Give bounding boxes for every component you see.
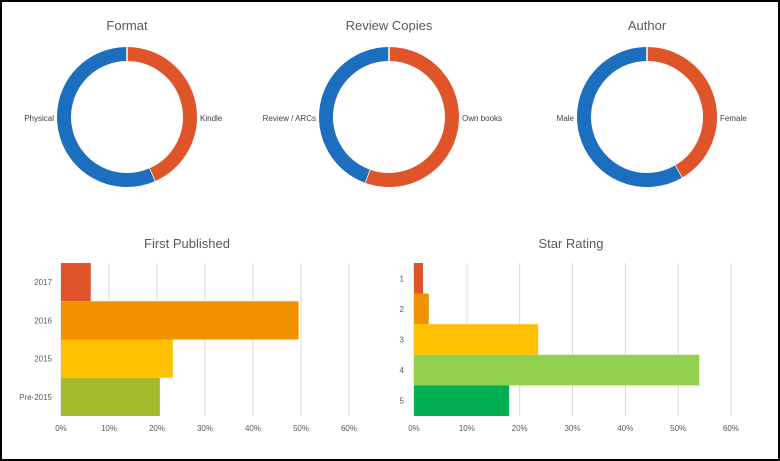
y-tick-label: 4: [400, 366, 405, 375]
slice-label: Female: [720, 114, 747, 123]
slice-label: Kindle: [200, 114, 223, 123]
chart-title: Author: [628, 18, 667, 33]
slice-label: Review / ARCs: [263, 114, 316, 123]
slice-label: Own books: [462, 114, 502, 123]
donut-slice: [57, 47, 155, 187]
bar: [414, 293, 429, 325]
slice-label: Male: [557, 114, 575, 123]
bar: [414, 385, 510, 416]
y-tick-label: 2017: [34, 278, 52, 287]
x-tick-label: 50%: [670, 424, 686, 433]
chart-title: Review Copies: [346, 18, 433, 33]
donut-slice: [577, 47, 682, 187]
x-tick-label: 60%: [723, 424, 739, 433]
x-tick-label: 60%: [341, 424, 357, 433]
x-tick-label: 0%: [55, 424, 67, 433]
donut-slice: [319, 47, 390, 183]
donut-slice: [126, 47, 197, 182]
y-tick-label: 5: [400, 397, 405, 406]
x-tick-label: 10%: [459, 424, 475, 433]
x-tick-label: 20%: [149, 424, 165, 433]
bar: [61, 301, 299, 340]
chart-title: Format: [106, 18, 148, 33]
y-tick-label: 2016: [34, 316, 52, 325]
x-tick-label: 0%: [408, 424, 420, 433]
x-tick-label: 40%: [245, 424, 261, 433]
y-tick-label: 3: [400, 336, 405, 345]
y-tick-label: 2: [400, 305, 405, 314]
bar: [61, 377, 160, 416]
bar: [61, 263, 91, 302]
donut-slice: [364, 47, 459, 187]
x-tick-label: 20%: [512, 424, 528, 433]
y-tick-label: 2015: [34, 355, 52, 364]
bar: [414, 324, 539, 355]
x-tick-label: 50%: [293, 424, 309, 433]
bar: [414, 354, 700, 386]
y-tick-label: 1: [400, 274, 405, 283]
x-tick-label: 30%: [564, 424, 580, 433]
x-tick-label: 40%: [617, 424, 633, 433]
y-tick-label: Pre-2015: [19, 393, 52, 402]
bar: [61, 339, 173, 378]
slice-label: Physical: [24, 114, 54, 123]
x-tick-label: 10%: [101, 424, 117, 433]
bar: [414, 263, 423, 294]
chart-title: Star Rating: [538, 236, 603, 251]
chart-title: First Published: [144, 236, 230, 251]
x-tick-label: 30%: [197, 424, 213, 433]
donut-slice: [646, 47, 717, 178]
